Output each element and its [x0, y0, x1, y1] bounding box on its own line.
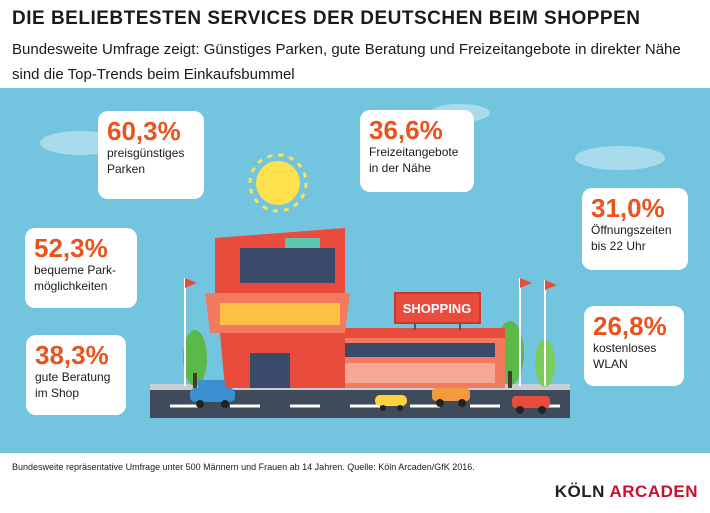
footer [0, 453, 710, 513]
stat-value: 38,3% [35, 340, 109, 370]
page-title: DIE BELIEBTESTEN SERVICES DER DEUTSCHEN … [12, 8, 641, 29]
stat-label: gute Beratung im Shop [35, 370, 111, 400]
stat-value: 60,3% [107, 116, 181, 146]
shopping-mall-illustration: SHOPPING [40, 104, 665, 418]
stat-label: preisgünstiges Parken [107, 146, 185, 176]
stat-bubble-leisure: 36,6% Freizeitangebote in der Nähe [360, 110, 474, 192]
stat-label: Freizeitangebote in der Nähe [369, 145, 459, 175]
cars [190, 380, 550, 414]
stat-label: Öffnungszeiten bis 22 Uhr [591, 223, 672, 253]
flags [184, 278, 557, 386]
low-building [335, 328, 505, 388]
stat-bubble-advice: 38,3% gute Beratung im Shop [26, 335, 126, 415]
stat-label: kostenloses WLAN [593, 341, 657, 371]
stat-bubble-opening-hours: 31,0% Öffnungszeiten bis 22 Uhr [582, 188, 688, 270]
stat-bubble-wlan: 26,8% kostenloses WLAN [584, 306, 684, 386]
main-tower [205, 228, 350, 388]
stat-value: 36,6% [369, 115, 443, 145]
sun-icon [248, 153, 308, 213]
stat-value: 31,0% [591, 193, 665, 223]
stat-value: 26,8% [593, 311, 667, 341]
source-note: Bundesweite repräsentative Umfrage unter… [12, 462, 475, 472]
brand-logo: KÖLN ARCADEN [554, 482, 698, 501]
shopping-sign-text: SHOPPING [403, 301, 472, 316]
stat-value: 52,3% [34, 233, 108, 263]
stat-label: bequeme Park- möglichkeiten [34, 263, 117, 293]
stat-bubble-parking-convenience: 52,3% bequeme Park- möglichkeiten [25, 228, 137, 308]
illustration-panel: SHOPPING 60,3% preisgünstiges Parken 52,… [0, 88, 710, 453]
page-subtitle: Bundesweite Umfrage zeigt: Günstiges Par… [12, 41, 681, 83]
stat-bubble-parking-price: 60,3% preisgünstiges Parken [98, 111, 204, 199]
shopping-sign [394, 292, 481, 330]
